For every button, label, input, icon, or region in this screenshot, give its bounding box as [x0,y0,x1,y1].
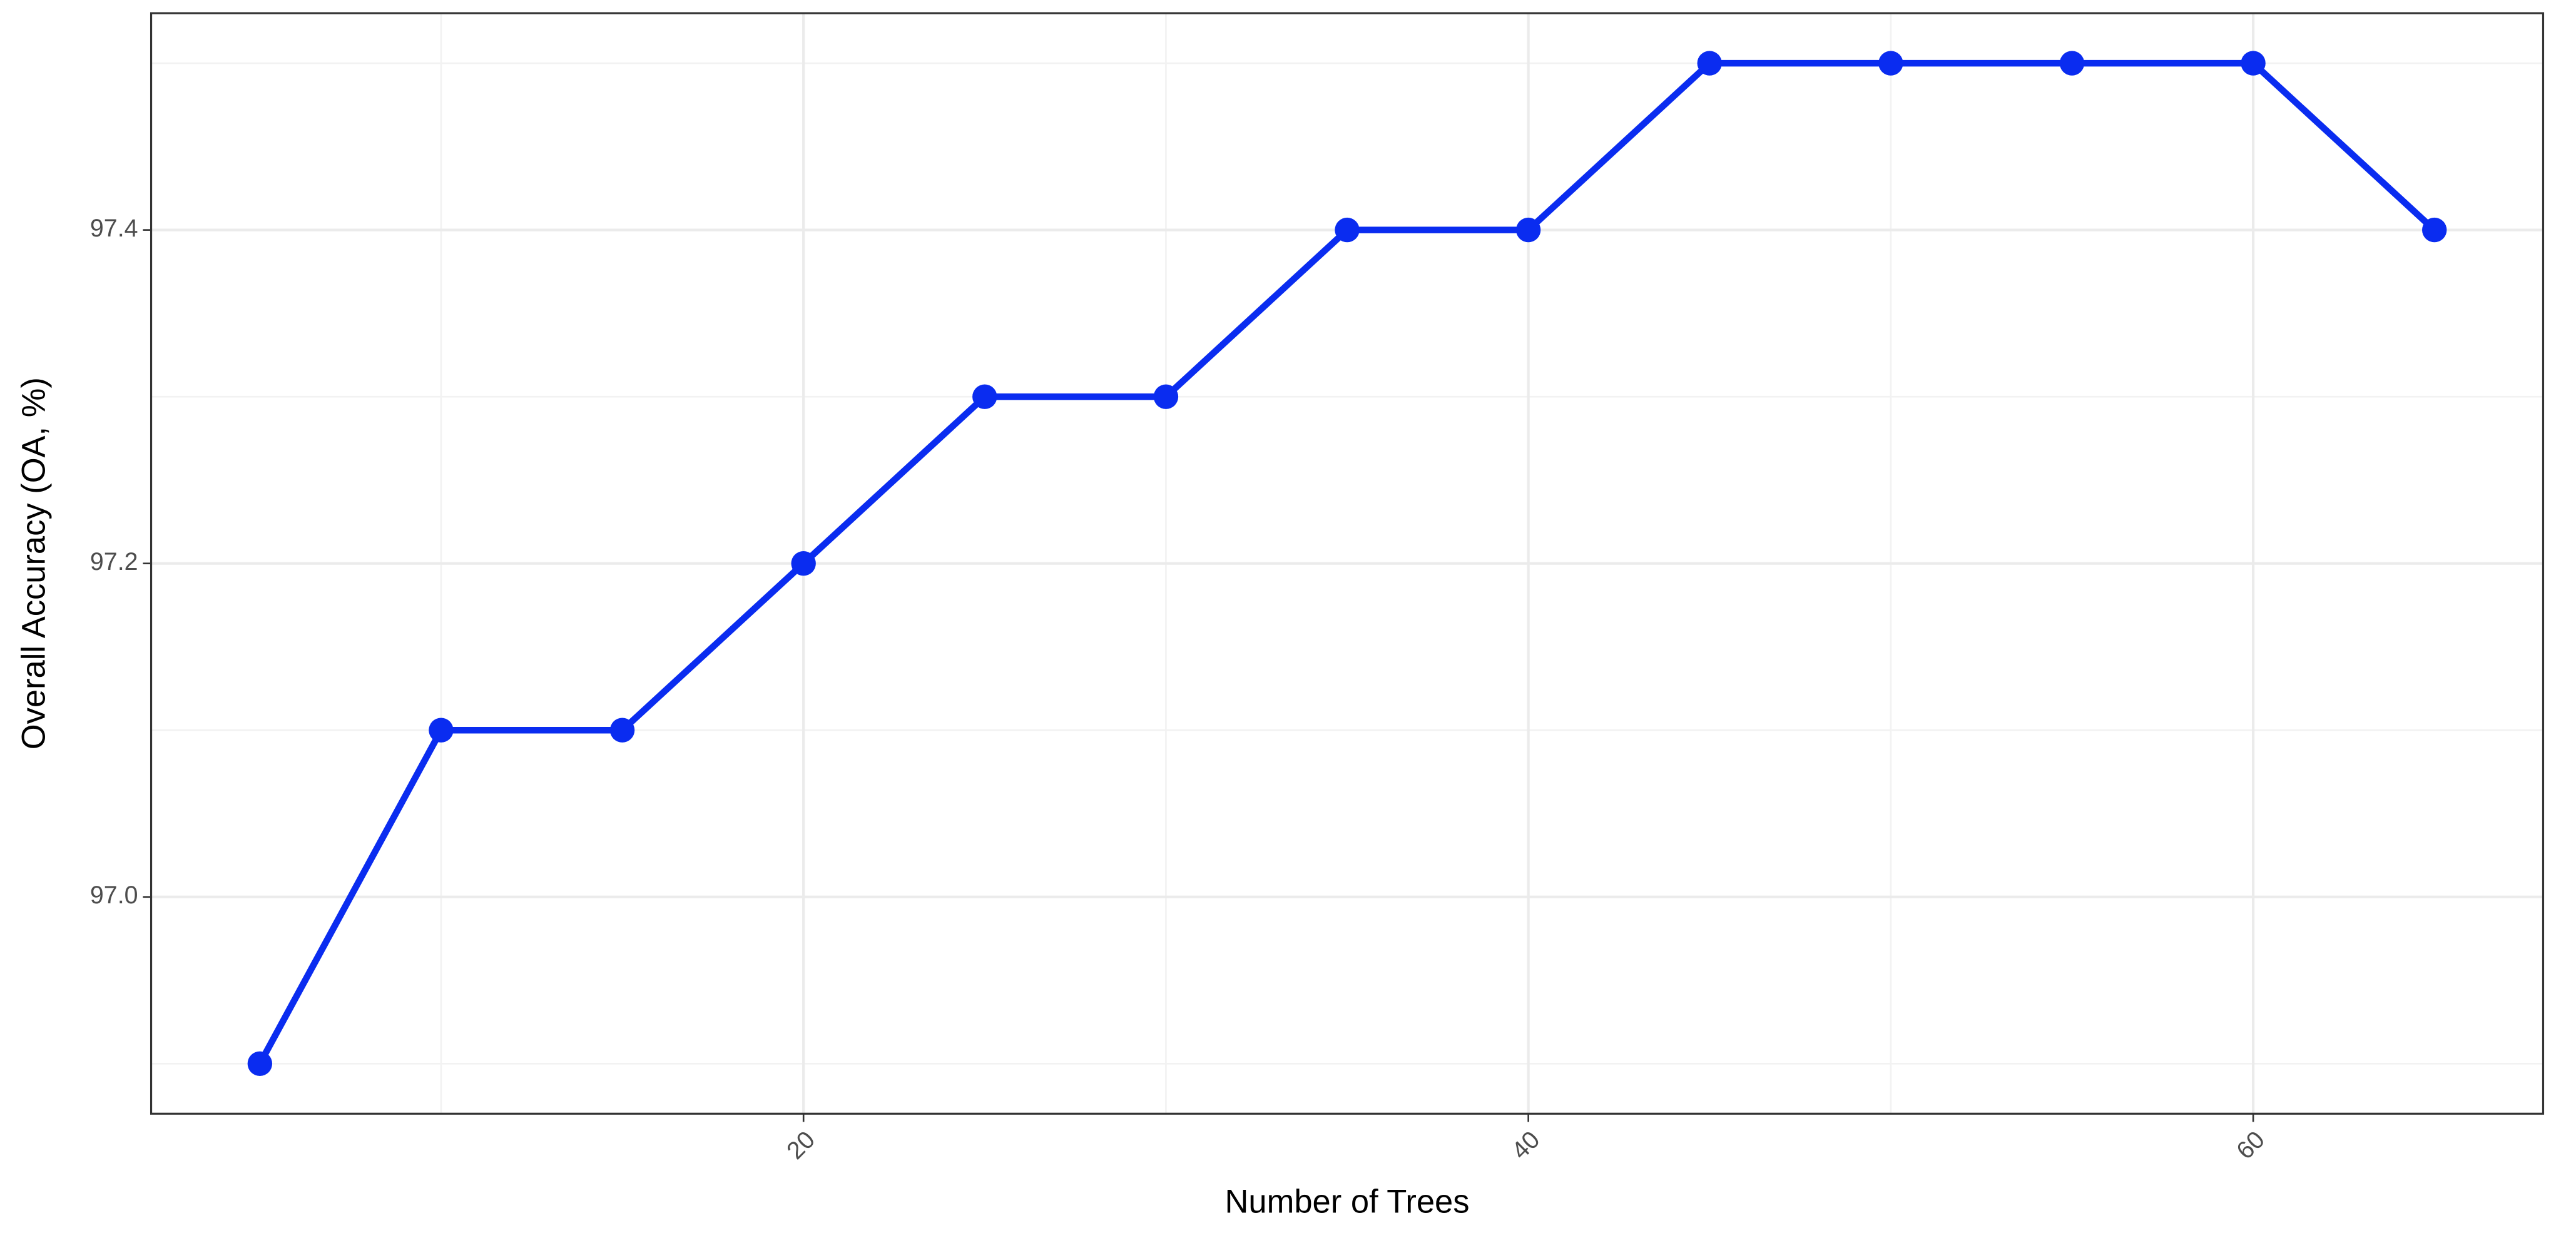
x-axis-title: Number of Trees [1225,1184,1470,1220]
point [247,1051,273,1077]
point [791,551,816,576]
x-tick-label: 40 [1506,1126,1545,1165]
y-tick-label: 97.0 [90,881,138,909]
x-tick-label: 60 [2231,1126,2270,1165]
point [2241,51,2266,76]
point [1515,217,1541,243]
plot-border [150,12,2545,1115]
y-tick-label: 97.2 [90,548,138,576]
point [972,384,997,409]
point [1697,51,1722,76]
point [609,718,635,743]
point [429,718,454,743]
x-tick-label: 20 [781,1126,820,1165]
point [1335,217,1360,243]
point [2059,51,2085,76]
point [1878,51,1903,76]
point [1153,384,1179,409]
point [2422,217,2447,243]
y-axis-title: Overall Accuracy (OA, %) [16,377,53,749]
y-tick-label: 97.4 [90,215,138,242]
